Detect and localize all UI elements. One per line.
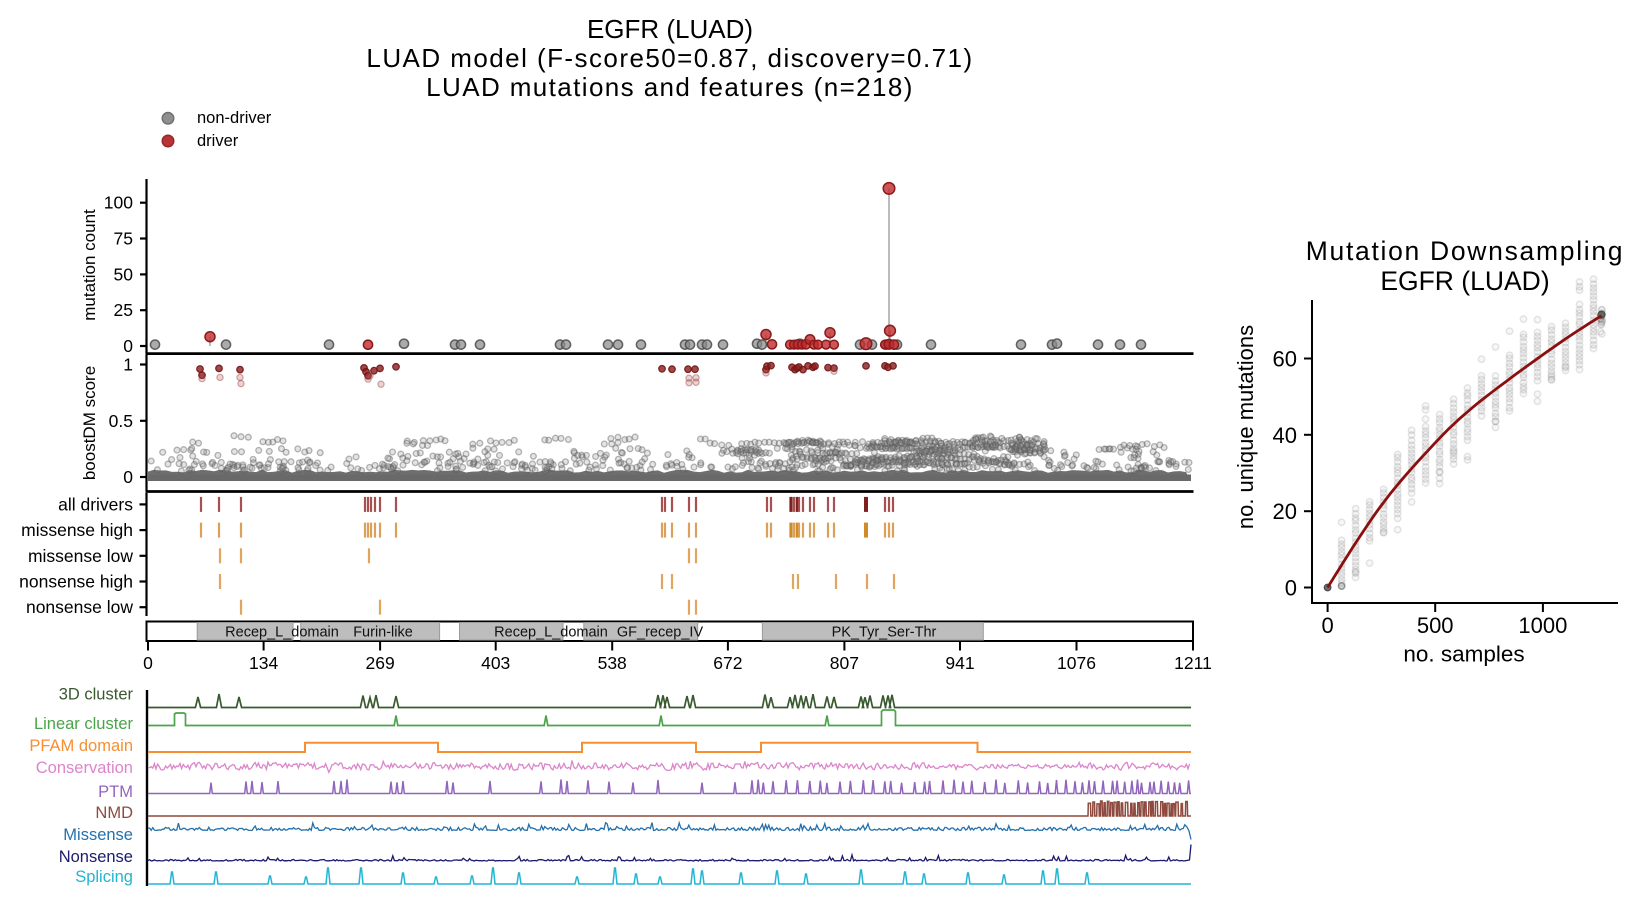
svg-text:boostDM score: boostDM score: [80, 366, 99, 480]
svg-text:538: 538: [598, 653, 627, 673]
svg-text:missense low: missense low: [28, 546, 133, 566]
svg-text:403: 403: [481, 653, 510, 673]
svg-text:PTM: PTM: [98, 783, 133, 801]
svg-text:807: 807: [830, 653, 859, 673]
svg-text:941: 941: [945, 653, 974, 673]
svg-text:1000: 1000: [1518, 613, 1567, 638]
svg-text:PFAM domain: PFAM domain: [29, 737, 133, 755]
svg-text:Linear cluster: Linear cluster: [34, 715, 134, 733]
svg-text:1: 1: [123, 355, 133, 375]
svg-text:no. unique mutations: no. unique mutations: [1233, 325, 1258, 529]
svg-text:LUAD model (F-score50=0.87, di: LUAD model (F-score50=0.87, discovery=0.…: [366, 43, 973, 73]
svg-text:mutation count: mutation count: [80, 209, 99, 321]
svg-text:nonsense low: nonsense low: [26, 597, 133, 617]
svg-text:Missense: Missense: [63, 826, 133, 844]
svg-text:EGFR (LUAD): EGFR (LUAD): [587, 14, 753, 44]
svg-text:672: 672: [713, 653, 742, 673]
svg-text:25: 25: [114, 300, 133, 320]
svg-text:missense high: missense high: [21, 520, 133, 540]
svg-text:driver: driver: [197, 132, 239, 150]
svg-text:3D cluster: 3D cluster: [59, 686, 134, 704]
svg-text:PK_Tyr_Ser-Thr: PK_Tyr_Ser-Thr: [832, 625, 937, 641]
svg-text:Recep_L_domain: Recep_L_domain: [225, 625, 339, 641]
svg-text:NMD: NMD: [95, 804, 133, 822]
svg-text:1211: 1211: [1174, 653, 1212, 673]
svg-text:Nonsense: Nonsense: [59, 848, 133, 866]
svg-text:1076: 1076: [1057, 653, 1096, 673]
svg-text:Splicing: Splicing: [75, 868, 133, 886]
svg-text:134: 134: [249, 653, 278, 673]
svg-text:0: 0: [143, 653, 153, 673]
svg-text:LUAD mutations and features (n: LUAD mutations and features (n=218): [426, 72, 914, 102]
svg-text:60: 60: [1273, 347, 1297, 372]
svg-text:all drivers: all drivers: [58, 494, 133, 514]
svg-text:Recep_L_domain: Recep_L_domain: [494, 625, 608, 641]
svg-text:no. samples: no. samples: [1403, 642, 1524, 667]
svg-text:non-driver: non-driver: [197, 109, 272, 127]
svg-text:0: 0: [1321, 613, 1333, 638]
svg-text:20: 20: [1273, 499, 1297, 524]
svg-text:100: 100: [104, 193, 133, 213]
svg-text:Conservation: Conservation: [36, 759, 133, 777]
svg-text:0: 0: [123, 336, 133, 356]
svg-text:269: 269: [365, 653, 394, 673]
svg-text:0: 0: [1285, 576, 1297, 601]
svg-text:GF_recep_IV: GF_recep_IV: [617, 625, 704, 641]
svg-text:0.5: 0.5: [109, 411, 133, 431]
svg-text:Mutation Downsampling: Mutation Downsampling: [1306, 236, 1625, 266]
svg-text:40: 40: [1273, 423, 1297, 448]
svg-text:500: 500: [1417, 613, 1454, 638]
svg-text:EGFR (LUAD): EGFR (LUAD): [1380, 266, 1549, 296]
svg-text:nonsense high: nonsense high: [19, 572, 133, 592]
svg-text:0: 0: [123, 467, 133, 487]
svg-text:75: 75: [114, 229, 133, 249]
svg-text:50: 50: [114, 264, 134, 284]
svg-text:Furin-like: Furin-like: [353, 625, 413, 641]
